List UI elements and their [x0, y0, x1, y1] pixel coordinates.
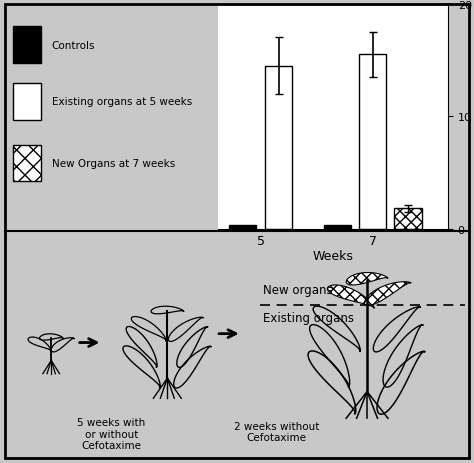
- Bar: [13, 84, 41, 120]
- Text: 5 weeks with
or without
Cefotaxime: 5 weeks with or without Cefotaxime: [77, 417, 146, 450]
- Text: Existing organs at 5 weeks: Existing organs at 5 weeks: [52, 97, 192, 107]
- Bar: [359, 55, 386, 229]
- Text: New organs: New organs: [263, 283, 332, 296]
- Bar: [324, 226, 351, 229]
- Text: New Organs at 7 weeks: New Organs at 7 weeks: [52, 158, 175, 169]
- Text: 2 weeks without
Cefotaxime: 2 weeks without Cefotaxime: [234, 421, 319, 443]
- Text: Existing organs: Existing organs: [263, 311, 354, 324]
- X-axis label: Weeks: Weeks: [312, 250, 354, 263]
- Bar: [229, 226, 256, 229]
- Polygon shape: [346, 273, 388, 285]
- Bar: [13, 27, 41, 63]
- Text: Controls: Controls: [52, 40, 95, 50]
- Bar: [13, 145, 41, 181]
- Polygon shape: [365, 282, 411, 306]
- Bar: [265, 66, 292, 229]
- Bar: [394, 209, 421, 229]
- Polygon shape: [328, 285, 374, 309]
